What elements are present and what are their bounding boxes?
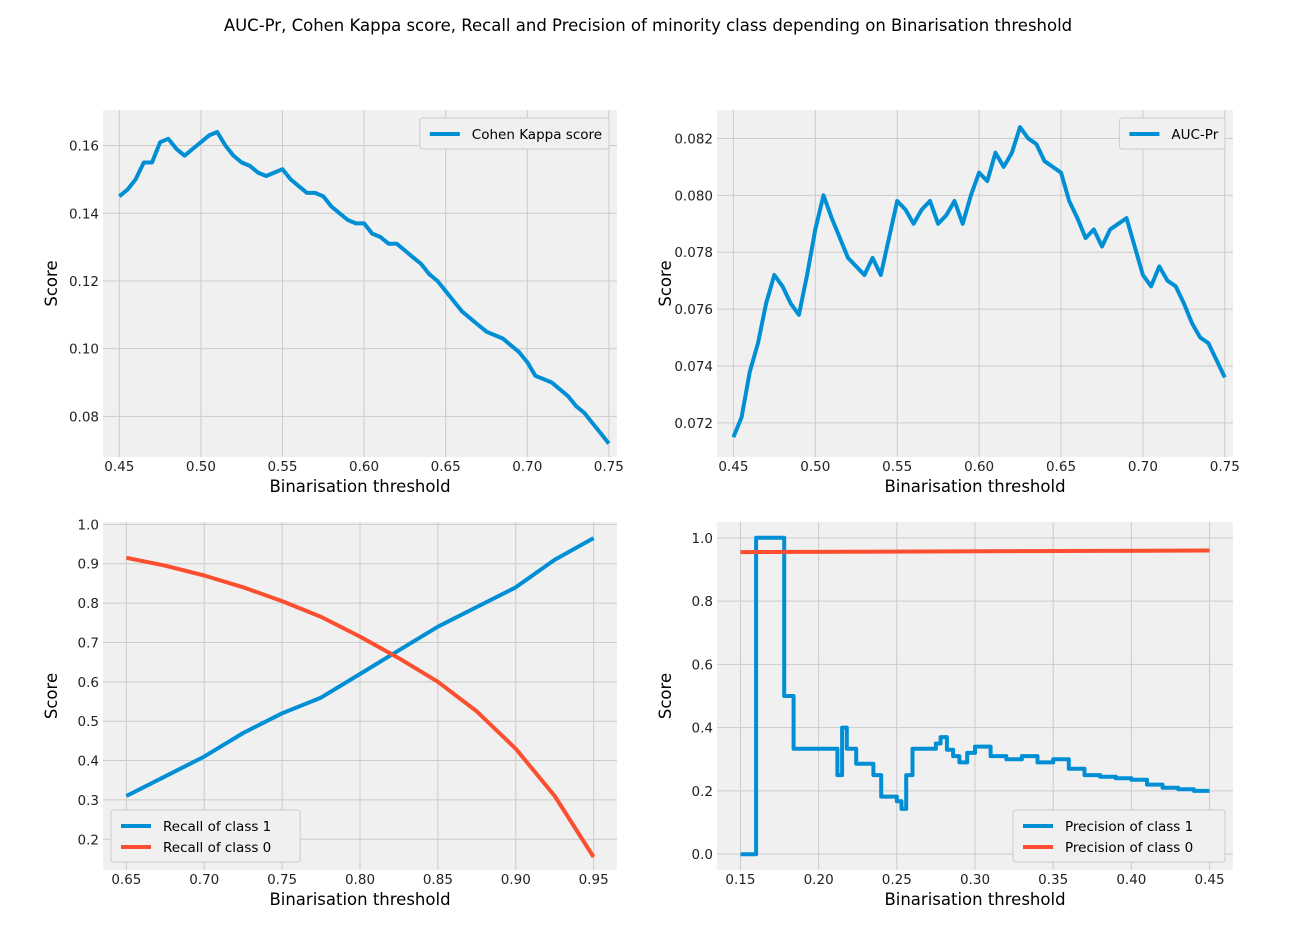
x-tick-label: 0.80 (345, 872, 375, 888)
y-tick-label: 0.078 (674, 245, 713, 261)
legend: Recall of class 1 Recall of class 0 (110, 809, 301, 863)
subplot-2: 0.45 0.50 0.55 0.60 0.65 0.70 0.75 0.072 0.074 0.… (656, 110, 1240, 496)
y-tick-label: 0.10 (69, 342, 99, 358)
x-tick-label: 0.45 (104, 459, 134, 475)
y-tick-label: 0.8 (78, 596, 99, 612)
x-tick-label: 0.90 (501, 872, 531, 888)
legend-label: Recall of class 0 (163, 840, 271, 856)
legend-box (110, 809, 301, 863)
y-tick-label: 0.9 (78, 557, 99, 573)
x-tick-label: 0.45 (1195, 872, 1225, 888)
x-tick-label: 0.45 (718, 459, 748, 475)
legend-label: AUC-Pr (1171, 127, 1218, 143)
y-axis-label: Score (656, 260, 675, 306)
x-tick-label: 0.30 (960, 872, 990, 888)
x-tick-label: 0.20 (804, 872, 834, 888)
x-tick-label: 0.65 (111, 872, 141, 888)
y-tick-label: 0.2 (692, 784, 713, 800)
x-tick-label: 0.95 (579, 872, 609, 888)
x-tick-label: 0.70 (1128, 459, 1158, 475)
x-tick-label: 0.35 (1038, 872, 1068, 888)
series-line-1 (740, 535, 1210, 857)
legend: Cohen Kappa score (419, 117, 610, 150)
x-tick-label: 0.55 (267, 459, 297, 475)
figure-title: AUC-Pr, Cohen Kappa score, Recall and Pr… (223, 16, 1073, 35)
y-axis-label: Score (656, 673, 675, 719)
x-tick-label: 0.75 (267, 872, 297, 888)
x-tick-label: 0.55 (882, 459, 912, 475)
y-tick-label: 0.076 (674, 302, 713, 318)
y-tick-label: 0.6 (78, 675, 99, 691)
x-tick-label: 0.75 (594, 459, 624, 475)
y-tick-label: 0.12 (69, 274, 99, 290)
series-line-1 (125, 536, 595, 798)
x-tick-label: 0.15 (725, 872, 755, 888)
x-tick-label: 0.75 (1210, 459, 1240, 475)
y-tick-label: 0.2 (78, 832, 99, 848)
x-axis-label: Binarisation threshold (884, 890, 1065, 909)
subplot-3: 0.65 0.70 0.75 0.80 0.85 0.90 0.95 0.2 0.3 0.4 0.5… (42, 517, 617, 909)
y-tick-label: 0.08 (69, 409, 99, 425)
y-axis-label: Score (42, 260, 61, 306)
x-tick-label: 0.40 (1116, 872, 1146, 888)
legend-label: Precision of class 0 (1065, 840, 1193, 856)
x-tick-label: 0.70 (189, 872, 219, 888)
series-line-1 (731, 125, 1227, 438)
series-line-1 (118, 130, 611, 445)
legend-label: Precision of class 1 (1065, 819, 1193, 835)
y-tick-label: 0.6 (692, 657, 713, 673)
x-tick-label: 0.60 (964, 459, 994, 475)
plot-area (717, 110, 1233, 457)
legend: Precision of class 1 Precision of class 0 (1012, 809, 1226, 863)
plot-area (103, 110, 617, 457)
legend: AUC-Pr (1118, 117, 1226, 150)
x-tick-label: 0.50 (186, 459, 216, 475)
legend-label: Cohen Kappa score (472, 127, 602, 143)
subplot-4: 0.15 0.20 0.25 0.30 0.35 0.40 0.45 0.0 0.2 0.4 0.6… (656, 522, 1233, 909)
x-tick-label: 0.65 (1046, 459, 1076, 475)
y-tick-label: 0.074 (674, 359, 713, 375)
x-axis-label: Binarisation threshold (269, 477, 450, 496)
legend-box (1012, 809, 1226, 863)
x-tick-label: 0.50 (800, 459, 830, 475)
x-tick-label: 0.60 (349, 459, 379, 475)
y-tick-label: 0.14 (69, 206, 99, 222)
legend-box (419, 117, 610, 150)
y-tick-label: 1.0 (78, 517, 99, 533)
y-tick-label: 0.7 (78, 635, 99, 651)
x-tick-label: 0.70 (512, 459, 542, 475)
y-tick-label: 0.4 (692, 721, 713, 737)
y-tick-label: 0.072 (674, 416, 713, 432)
y-axis-label: Score (42, 673, 61, 719)
y-tick-label: 0.3 (78, 793, 99, 809)
y-tick-label: 0.0 (692, 847, 713, 863)
series-line-2 (740, 548, 1210, 555)
y-tick-label: 0.080 (674, 188, 713, 204)
x-tick-label: 0.65 (431, 459, 461, 475)
y-tick-label: 1.0 (692, 531, 713, 547)
y-tick-label: 0.5 (78, 714, 99, 730)
x-axis-label: Binarisation threshold (884, 477, 1065, 496)
x-axis-label: Binarisation threshold (269, 890, 450, 909)
x-tick-label: 0.25 (882, 872, 912, 888)
y-tick-label: 0.8 (692, 594, 713, 610)
y-tick-label: 0.082 (674, 131, 713, 147)
y-tick-label: 0.16 (69, 139, 99, 155)
subplot-1: 0.45 0.50 0.55 0.60 0.65 0.70 0.75 0.08 0.10 0.12… (42, 110, 624, 496)
legend-label: Recall of class 1 (163, 819, 271, 835)
legend-box (1118, 117, 1226, 150)
x-tick-label: 0.85 (423, 872, 453, 888)
y-tick-label: 0.4 (78, 754, 99, 770)
series-line-2 (126, 555, 596, 859)
